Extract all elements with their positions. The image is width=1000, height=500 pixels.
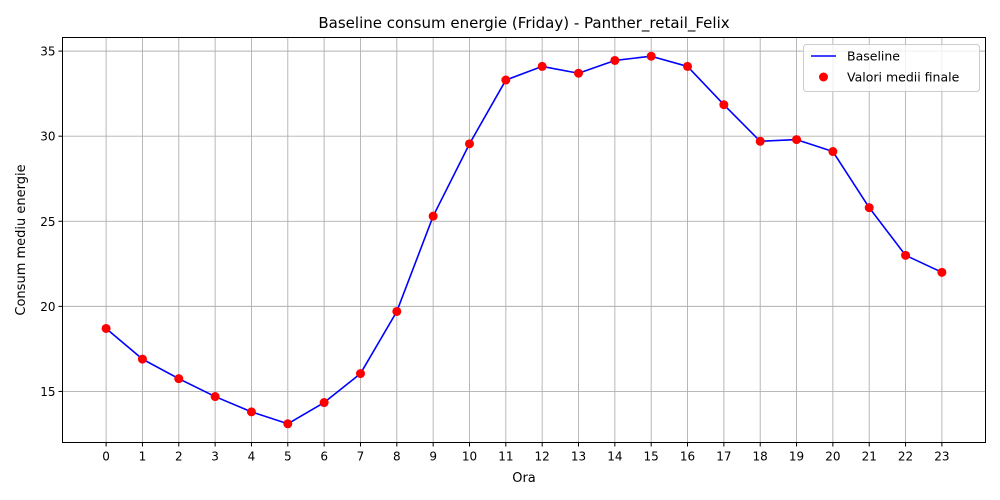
data-point <box>319 398 329 408</box>
x-tick-label: 21 <box>862 450 877 464</box>
y-tick-label: 20 <box>40 300 55 314</box>
legend: Baseline Valori medii finale <box>803 44 980 92</box>
data-point <box>719 100 729 110</box>
data-point <box>428 211 438 221</box>
x-tick-label: 0 <box>102 450 110 464</box>
x-tick-label: 19 <box>789 450 804 464</box>
data-point <box>210 392 220 402</box>
x-tick-label: 16 <box>680 450 695 464</box>
x-axis-label: Ora <box>512 471 536 486</box>
x-tick-label: 1 <box>139 450 147 464</box>
x-tick-label: 6 <box>320 450 328 464</box>
grid <box>62 37 986 443</box>
data-point <box>464 139 474 149</box>
x-tick-label: 13 <box>571 450 586 464</box>
x-tick-label: 8 <box>393 450 401 464</box>
y-axis-ticks: 15 20 25 30 35 <box>40 45 63 399</box>
x-tick-label: 18 <box>753 450 768 464</box>
data-point <box>574 68 584 78</box>
data-point <box>101 323 111 333</box>
y-tick-label: 15 <box>40 385 55 399</box>
x-tick-label: 22 <box>898 450 913 464</box>
x-tick-label: 5 <box>284 450 292 464</box>
chart-title: Baseline consum energie (Friday) - Panth… <box>318 14 729 33</box>
data-point <box>501 75 511 85</box>
x-tick-label: 7 <box>357 450 365 464</box>
x-tick-label: 4 <box>248 450 256 464</box>
x-tick-label: 23 <box>934 450 949 464</box>
data-point <box>792 135 802 145</box>
x-axis-ticks: 0 1 2 3 4 5 6 7 8 9 10 11 12 13 14 15 16 17 18 19 20 21 22 23 <box>102 442 950 464</box>
y-tick-label: 35 <box>40 45 55 59</box>
data-point <box>901 250 911 260</box>
data-point <box>137 354 147 364</box>
data-point <box>937 267 947 277</box>
x-tick-label: 11 <box>498 450 513 464</box>
y-tick-label: 30 <box>40 130 55 144</box>
data-point <box>537 61 547 71</box>
x-tick-label: 10 <box>462 450 477 464</box>
x-tick-label: 12 <box>535 450 550 464</box>
data-point <box>864 203 874 213</box>
plot-frame <box>62 37 986 443</box>
points-layer <box>101 51 947 429</box>
data-point <box>392 306 402 316</box>
x-tick-label: 2 <box>175 450 183 464</box>
legend-label-baseline: Baseline <box>847 49 900 64</box>
legend-label-points: Valori medii finale <box>847 70 960 85</box>
data-point <box>355 369 365 379</box>
data-point <box>174 374 184 384</box>
x-tick-label: 9 <box>429 450 437 464</box>
baseline-layer <box>105 55 943 425</box>
x-tick-label: 15 <box>644 450 659 464</box>
data-point <box>610 55 620 65</box>
data-point <box>683 61 693 71</box>
data-point <box>283 419 293 429</box>
legend-marker-swatch <box>819 72 828 82</box>
data-point <box>755 136 765 146</box>
x-tick-label: 20 <box>825 450 840 464</box>
data-point <box>828 147 838 157</box>
x-tick-label: 3 <box>211 450 219 464</box>
y-axis-label: Consum mediu energie <box>14 164 29 315</box>
baseline-line <box>105 55 943 425</box>
x-tick-label: 14 <box>607 450 622 464</box>
x-tick-label: 17 <box>716 450 731 464</box>
data-point <box>246 407 256 417</box>
legend-box <box>803 44 980 92</box>
y-tick-label: 25 <box>40 215 55 229</box>
data-point <box>646 51 656 61</box>
